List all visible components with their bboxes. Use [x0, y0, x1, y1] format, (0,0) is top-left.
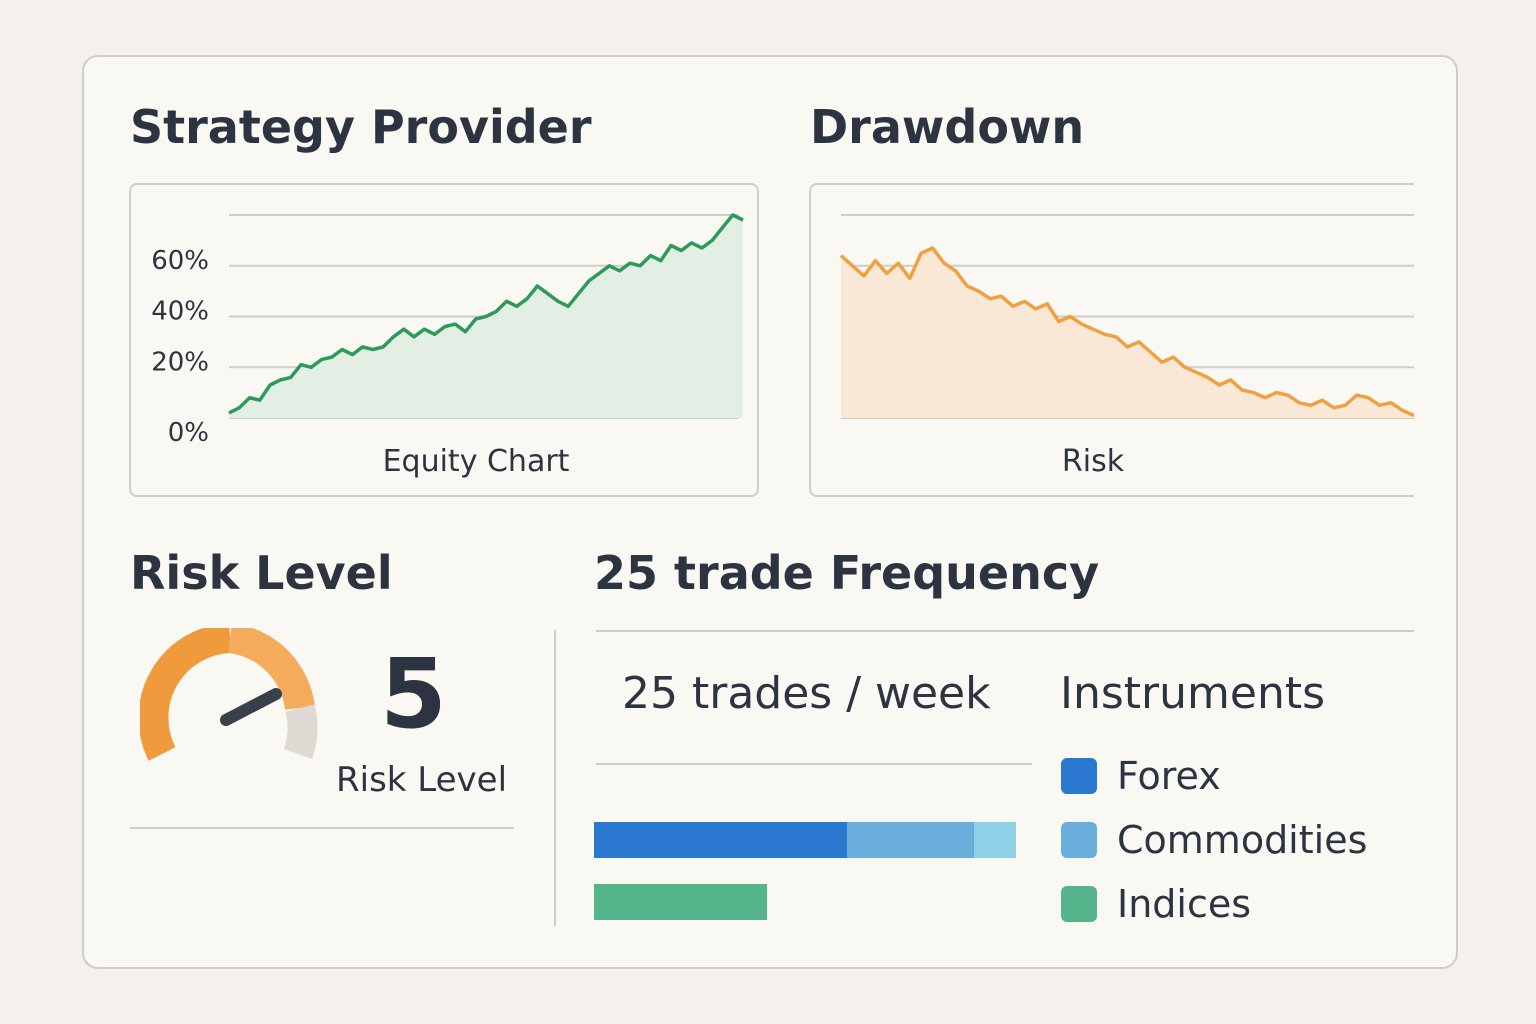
drawdown-chart-panel: Risk — [809, 183, 1415, 497]
equity-chart: 0% 20% 40% 60% Equity Chart — [151, 213, 744, 479]
equity-line — [228, 213, 744, 415]
section-divider — [554, 630, 556, 926]
gauge-segment-mid — [227, 628, 315, 711]
y-tick-label: 20% — [151, 347, 209, 377]
commodities-swatch — [1061, 822, 1097, 858]
strategy-title: Strategy Provider — [130, 100, 592, 154]
legend-item-commodities: Commodities — [1061, 818, 1368, 862]
legend-item-indices: Indices — [1061, 882, 1252, 926]
bar-segment — [594, 884, 768, 920]
drawdown-chart: Risk — [839, 214, 1415, 479]
drawdown-line — [839, 246, 1415, 418]
bar-segment — [847, 822, 974, 858]
gauge-needle — [220, 688, 282, 726]
forex-swatch — [1061, 758, 1097, 794]
instrument-bar-2 — [594, 884, 1016, 920]
frequency-title: 25 trade Frequency — [594, 546, 1100, 600]
legend-label-forex: Forex — [1117, 754, 1221, 798]
frequency-divider — [596, 630, 1414, 632]
equity-chart-caption: Equity Chart — [383, 444, 570, 479]
y-tick-label: 40% — [151, 297, 209, 327]
drawdown-title: Drawdown — [810, 100, 1085, 154]
risk-level-title: Risk Level — [130, 546, 393, 600]
trade-rate: 25 trades / week — [622, 668, 991, 719]
legend-label-indices: Indices — [1117, 882, 1252, 926]
equity-chart-panel: 0% 20% 40% 60% Equity Chart — [129, 183, 759, 497]
risk-gauge — [140, 628, 318, 761]
instruments-title: Instruments — [1060, 668, 1326, 719]
y-tick-label: 60% — [151, 246, 209, 276]
drawdown-area — [841, 248, 1414, 418]
gauge-segment-low — [140, 628, 232, 761]
indices-swatch — [1061, 886, 1097, 922]
gauge-segment-high — [283, 704, 318, 759]
risk-divider — [130, 827, 514, 829]
bar-segment — [594, 822, 848, 858]
rate-divider — [596, 763, 1032, 765]
instrument-bar-1 — [594, 822, 1016, 858]
risk-level-value: 5 — [380, 638, 447, 750]
bar-segment — [973, 822, 1016, 858]
risk-level-label: Risk Level — [336, 760, 508, 800]
legend-label-commodities: Commodities — [1117, 818, 1368, 862]
legend-item-forex: Forex — [1061, 754, 1221, 798]
y-tick-label: 0% — [168, 418, 209, 448]
drawdown-chart-caption: Risk — [1062, 444, 1125, 479]
